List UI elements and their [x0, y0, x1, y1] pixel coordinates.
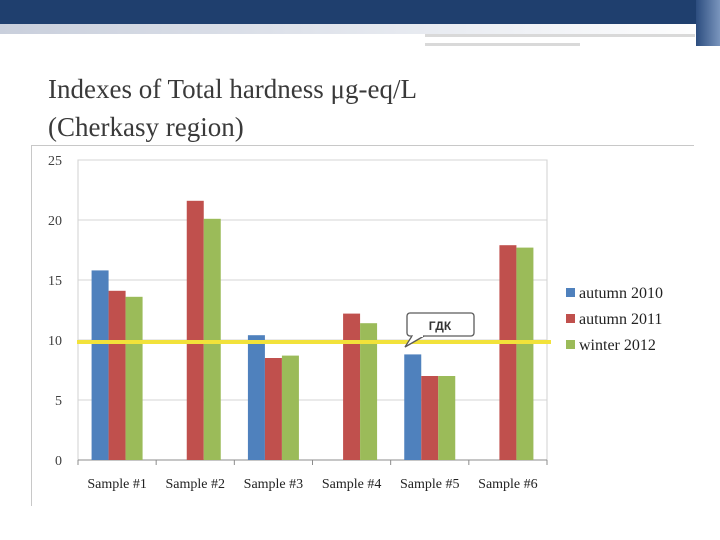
y-tick-label: 25: [48, 154, 62, 169]
reference-callout-pointer: [404, 335, 425, 348]
bar-winter-2012: [516, 247, 534, 460]
bar-autumn-2010: [91, 270, 109, 460]
slide-top-bar: [0, 0, 720, 24]
bar-autumn-2011: [108, 290, 126, 460]
slide-title-line2: (Cherkasy region): [48, 112, 244, 142]
x-category-label: Sample #4: [322, 477, 382, 492]
legend-label: autumn 2011: [579, 311, 662, 328]
x-category-label: Sample #2: [166, 477, 226, 492]
chart-frame: [31, 145, 694, 506]
y-tick-label: 15: [48, 274, 62, 289]
bar-autumn-2011: [499, 245, 517, 460]
plot-area: [77, 159, 548, 461]
slide-rule-lower: [425, 43, 580, 46]
y-tick-label: 10: [48, 334, 62, 349]
legend-swatch: [566, 314, 575, 323]
bar-winter-2012: [360, 323, 378, 460]
x-category-label: Sample #3: [244, 477, 304, 492]
bar-winter-2012: [203, 218, 221, 460]
bar-winter-2012: [438, 376, 456, 460]
bar-winter-2012: [281, 355, 299, 460]
x-category-label: Sample #1: [87, 477, 147, 492]
x-category-label: Sample #6: [478, 477, 538, 492]
legend-swatch: [566, 340, 575, 349]
legend-label: winter 2012: [579, 337, 656, 354]
reference-callout-box: [406, 312, 475, 337]
y-tick-label: 5: [55, 394, 62, 409]
legend-label: autumn 2010: [579, 285, 663, 302]
bar-autumn-2011: [421, 376, 439, 460]
y-tick-label: 20: [48, 214, 62, 229]
bar-autumn-2010: [404, 354, 422, 460]
slide-rule-upper: [425, 34, 695, 37]
bar-autumn-2010: [247, 335, 265, 460]
x-category-label: Sample #5: [400, 477, 460, 492]
slide-title: Indexes of Total hardness μg-eq/L (Cherk…: [48, 70, 608, 146]
bar-autumn-2011: [343, 313, 361, 460]
bar-winter-2012: [125, 296, 143, 460]
bar-autumn-2011: [186, 200, 204, 461]
y-tick-label: 0: [55, 454, 62, 469]
legend-swatch: [566, 288, 575, 297]
reference-line-label: ГДК: [429, 319, 452, 333]
bar-autumn-2011: [264, 358, 282, 460]
slide-title-line1: Indexes of Total hardness μg-eq/L: [48, 74, 417, 104]
slide-corner-accent: [696, 0, 720, 46]
slide-top-accent: [0, 24, 720, 34]
